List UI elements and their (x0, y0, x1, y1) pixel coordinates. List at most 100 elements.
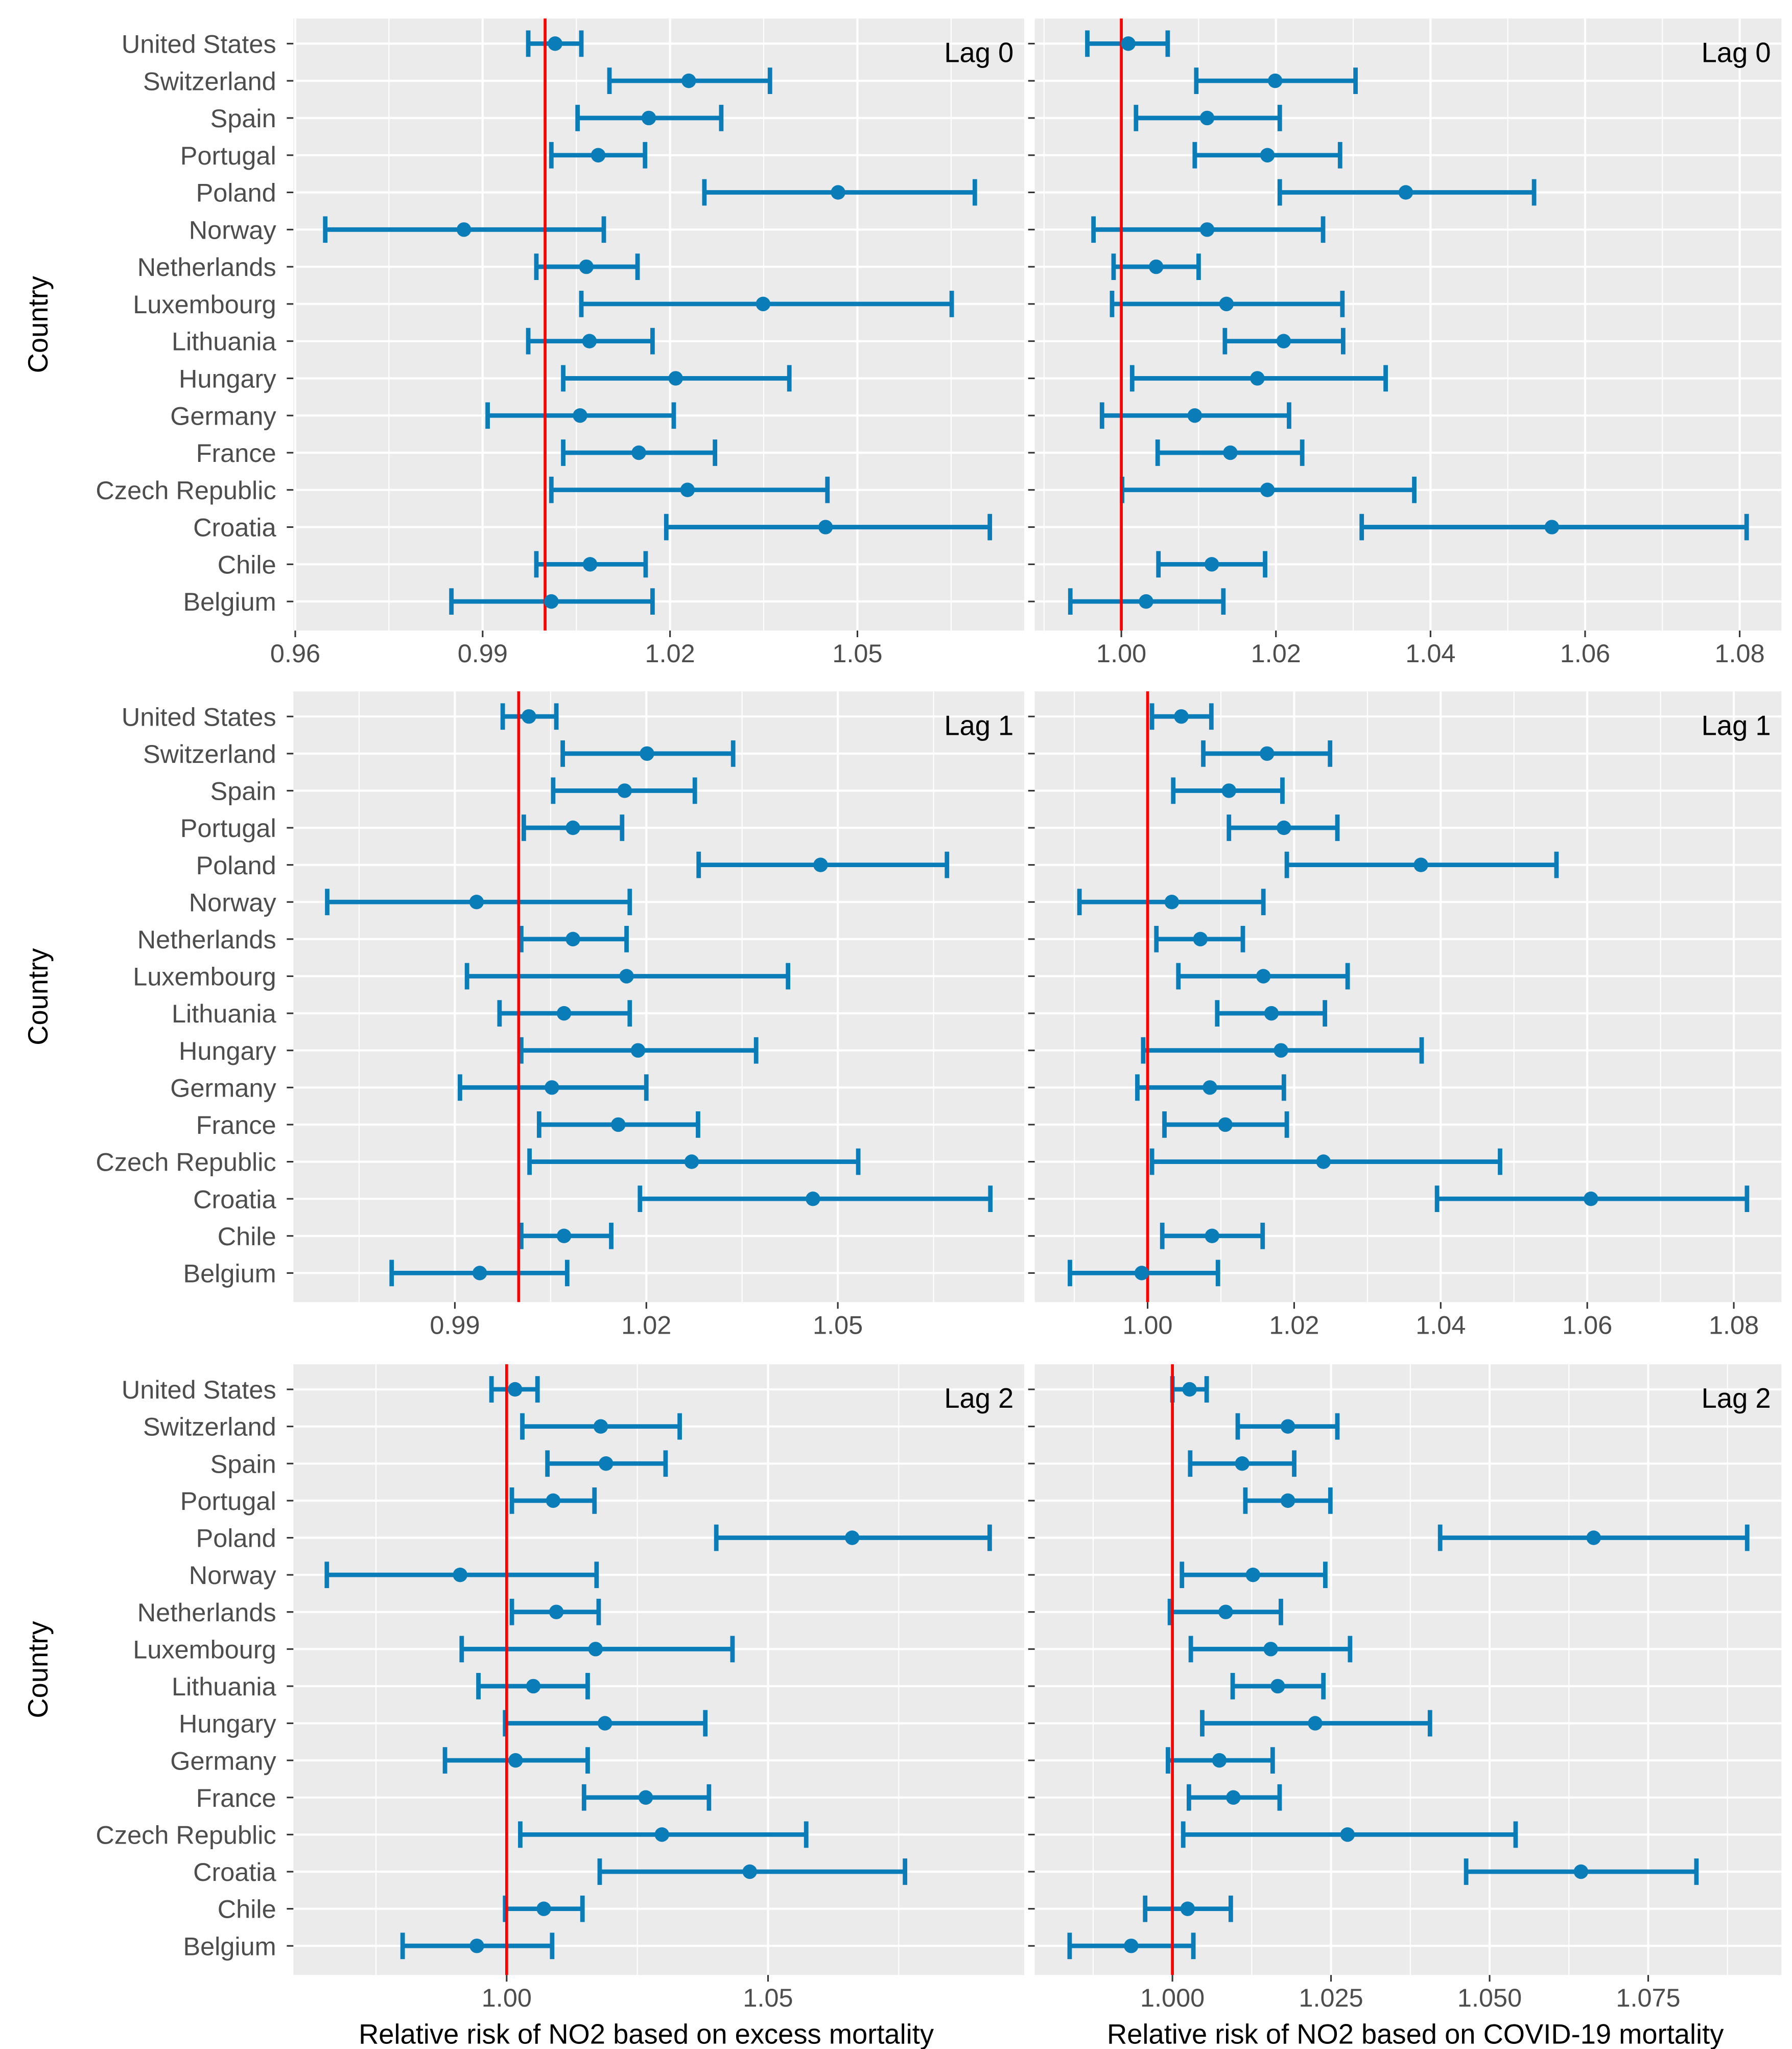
point-estimate (619, 969, 634, 984)
lag-label: Lag 2 (1702, 1383, 1771, 1414)
point-estimate (631, 445, 646, 460)
panel-background (293, 18, 1024, 631)
lag-label: Lag 0 (944, 37, 1013, 68)
y-tick-label: Spain (210, 1449, 276, 1478)
x-tick-label: 1.06 (1560, 639, 1610, 668)
y-tick-label: Lithuania (172, 999, 277, 1028)
point-estimate (831, 185, 845, 200)
y-tick-label: Switzerland (143, 739, 276, 769)
y-tick-label: Croatia (193, 513, 277, 542)
point-estimate (573, 408, 587, 423)
point-estimate (582, 557, 598, 572)
point-estimate (1199, 222, 1215, 237)
point-estimate (654, 1827, 669, 1842)
point-estimate (1187, 408, 1202, 423)
y-tick-label: Poland (196, 851, 276, 880)
panel-5: United States Switzerland Spain Portugal Pol… (22, 1364, 1024, 2012)
y-tick-label: Belgium (183, 587, 276, 616)
point-estimate (472, 1266, 487, 1280)
y-tick-label: Hungary (179, 1036, 276, 1065)
point-estimate (556, 1006, 572, 1021)
point-estimate (456, 222, 471, 237)
y-tick-label: United States (122, 702, 276, 731)
y-tick-label: Croatia (193, 1184, 277, 1214)
point-estimate (818, 520, 833, 534)
y-tick-label: Belgium (183, 1931, 276, 1961)
point-estimate (1218, 1604, 1233, 1619)
point-estimate (1139, 594, 1153, 609)
point-estimate (1164, 895, 1180, 910)
point-estimate (845, 1530, 860, 1545)
panel-background (293, 1364, 1024, 1975)
x-tick-label: 1.075 (1616, 1983, 1680, 2012)
point-estimate (813, 857, 828, 872)
y-axis-title: Country (22, 948, 54, 1045)
x-tick-label: 1.000 (1140, 1983, 1205, 2012)
point-estimate (1182, 1382, 1197, 1397)
y-tick-label: Norway (189, 215, 277, 244)
y-tick-label: Spain (210, 104, 276, 133)
point-estimate (1134, 1266, 1149, 1280)
point-estimate (1212, 1753, 1227, 1768)
y-tick-label: Poland (196, 178, 276, 207)
point-estimate (742, 1864, 757, 1879)
point-estimate (640, 746, 654, 761)
point-estimate (1573, 1864, 1589, 1879)
point-estimate (508, 1753, 523, 1768)
x-tick-label: 1.050 (1457, 1983, 1522, 2012)
y-tick-label: Netherlands (137, 925, 276, 954)
x-tick-label: 1.05 (832, 639, 882, 668)
point-estimate (565, 932, 580, 947)
point-estimate (1586, 1530, 1601, 1545)
lag-label: Lag 2 (944, 1383, 1013, 1414)
y-tick-label: Poland (196, 1524, 276, 1553)
point-estimate (806, 1191, 820, 1206)
point-estimate (684, 1154, 699, 1169)
point-estimate (1260, 482, 1275, 498)
y-tick-label: Germany (170, 1746, 276, 1775)
point-estimate (1264, 1006, 1279, 1021)
point-estimate (1245, 1567, 1261, 1582)
point-estimate (1174, 709, 1189, 724)
point-estimate (1274, 1043, 1288, 1058)
point-estimate (549, 1604, 564, 1619)
point-estimate (556, 1228, 572, 1243)
x-tick-label: 1.025 (1299, 1983, 1363, 2012)
x-tick-label: 0.96 (270, 639, 320, 668)
y-tick-label: Luxembourg (133, 290, 276, 319)
point-estimate (579, 259, 594, 274)
point-estimate (1277, 820, 1291, 835)
panels: United States Switzerland Spain Portugal Pol… (22, 18, 1782, 2012)
lag-label: Lag 0 (1702, 37, 1771, 68)
x-tick-label: 1.00 (1096, 639, 1146, 668)
point-estimate (536, 1901, 551, 1916)
point-estimate (630, 1043, 646, 1058)
x-tick-label: 1.05 (743, 1983, 793, 2012)
panel-background (1034, 1364, 1782, 1975)
point-estimate (591, 148, 606, 162)
y-tick-label: France (196, 1110, 276, 1139)
y-tick-label: Hungary (179, 364, 276, 393)
x-tick-label: 1.08 (1715, 639, 1765, 668)
point-estimate (1584, 1191, 1598, 1206)
point-estimate (1204, 557, 1219, 572)
point-estimate (1205, 1228, 1219, 1243)
y-tick-label: Switzerland (143, 66, 276, 96)
panel-1: United States Switzerland Spain Portugal Pol… (22, 18, 1024, 668)
point-estimate (641, 110, 656, 126)
x-tick-label: 1.02 (1251, 639, 1301, 668)
point-estimate (588, 1642, 603, 1657)
y-tick-label: Norway (189, 888, 277, 917)
y-tick-label: Czech Republic (96, 1148, 276, 1177)
point-estimate (593, 1419, 608, 1434)
y-tick-label: Czech Republic (96, 476, 276, 505)
x-tick-label: 1.02 (1269, 1310, 1319, 1339)
point-estimate (1250, 371, 1265, 386)
y-tick-label: Netherlands (137, 252, 276, 282)
point-estimate (545, 1080, 559, 1095)
y-tick-label: Lithuania (172, 1672, 277, 1701)
point-estimate (668, 371, 683, 386)
y-tick-label: Spain (210, 777, 276, 806)
x-tick-label: 1.04 (1416, 1310, 1466, 1339)
